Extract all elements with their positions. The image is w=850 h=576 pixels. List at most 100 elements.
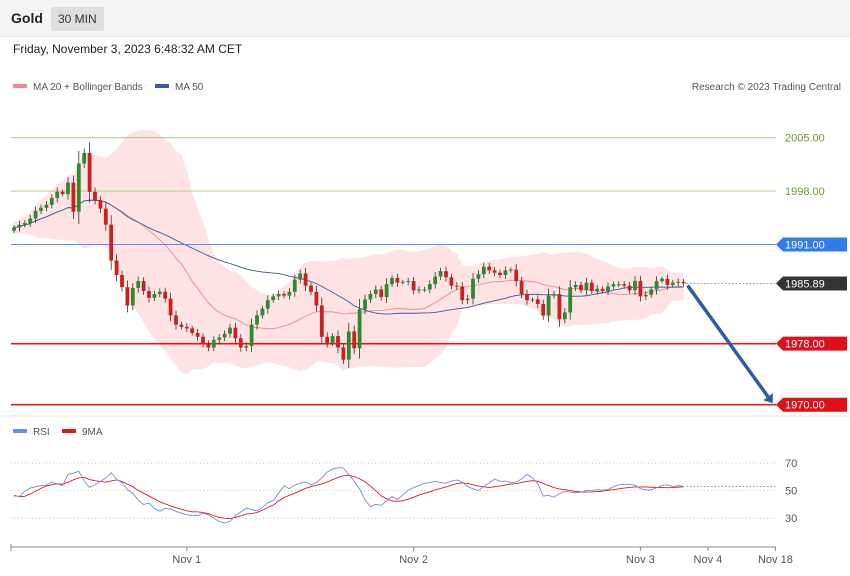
candle (206, 340, 211, 352)
candle (314, 285, 319, 312)
candle (17, 220, 22, 232)
candle (649, 286, 654, 298)
candle-body (233, 327, 238, 339)
candle (341, 343, 346, 365)
candle (606, 282, 610, 296)
candle-body (481, 266, 486, 275)
candle-body (654, 281, 659, 290)
x-tick-label: Nov 2 (399, 554, 428, 566)
candle-body (319, 305, 324, 337)
candle (184, 323, 189, 332)
candle-body (255, 315, 259, 325)
candle-body (530, 299, 535, 301)
candle-body (325, 336, 330, 343)
candle (676, 278, 681, 286)
candle-body (98, 200, 103, 209)
candle-body (514, 269, 519, 282)
level-tag-text: 1991.00 (785, 239, 825, 251)
candle (670, 280, 675, 288)
candle-body (471, 278, 475, 299)
candle (503, 266, 508, 279)
candle-body (66, 182, 70, 195)
candle-body (206, 344, 211, 348)
level-tag-1985-89: 1985.89 (776, 276, 847, 291)
candle (103, 202, 108, 231)
candle (454, 282, 459, 290)
candle (400, 279, 405, 285)
candle-body (265, 300, 270, 309)
candle (120, 270, 124, 292)
candle-body (363, 299, 367, 310)
candle (309, 282, 313, 296)
candle (638, 275, 643, 302)
candle (71, 175, 76, 219)
candle (449, 273, 454, 290)
candle-body (525, 294, 529, 301)
instrument-name: Gold (11, 10, 43, 26)
candle-body (589, 282, 594, 292)
candle (163, 287, 168, 303)
level-tag-2005-00: 2005.00 (785, 133, 825, 145)
candle-body (400, 281, 405, 283)
candle-body (606, 286, 610, 292)
level-tag-1978-00: 1978.00 (776, 336, 847, 351)
rsi-legend: RSI 9MA (13, 427, 103, 438)
level-tag-box (776, 336, 847, 351)
candle (395, 273, 400, 287)
candle (217, 333, 222, 344)
candle (557, 286, 562, 327)
candle (535, 295, 540, 309)
candle-body (163, 291, 168, 299)
candle-body (152, 294, 157, 298)
candle (562, 308, 567, 324)
candle (298, 269, 303, 284)
level-tag-text: 1985.89 (785, 278, 825, 290)
candle-body (271, 296, 276, 301)
level-tag-text: 1998.00 (785, 186, 825, 198)
rsi-tick-label: 50 (785, 486, 797, 498)
rsi-tick-label: 30 (785, 513, 797, 525)
candle (541, 299, 546, 320)
candle-body (260, 308, 265, 316)
candle-body (519, 281, 524, 295)
candle-body (633, 281, 637, 291)
candle-body (406, 281, 411, 283)
candle-body (103, 208, 108, 225)
candle-body (568, 287, 573, 313)
candle (427, 280, 432, 294)
forecast-arrow-shaft (686, 284, 770, 398)
candle (508, 267, 513, 273)
candle (55, 187, 60, 203)
candle-body (93, 191, 97, 201)
candle-body (557, 294, 562, 320)
candle (211, 336, 216, 352)
candle (471, 272, 475, 305)
candle (130, 283, 135, 311)
candle (390, 275, 394, 287)
candle (552, 291, 556, 299)
candle (573, 281, 578, 291)
candle-body (60, 191, 65, 195)
candle-body (476, 274, 481, 279)
timeframe-button[interactable]: 30 MIN (51, 7, 104, 31)
price-levels (11, 137, 776, 406)
candle-body (55, 191, 60, 198)
candle (39, 204, 43, 215)
rsi-tick-label: 70 (785, 458, 797, 470)
candle (352, 325, 357, 354)
x-tick-label: Nov 1 (172, 554, 201, 566)
candle-body (136, 281, 141, 288)
candle (249, 318, 254, 353)
candle (282, 291, 286, 299)
level-tag-box (776, 397, 847, 412)
candle (271, 293, 276, 303)
candle (109, 215, 114, 270)
candle-body (449, 277, 454, 286)
candle-body (157, 291, 162, 295)
legend-swatch-ma20 (13, 84, 27, 88)
candle-body (660, 278, 664, 282)
candle (87, 142, 92, 203)
candle-body (201, 336, 205, 345)
candle-body (584, 282, 589, 291)
